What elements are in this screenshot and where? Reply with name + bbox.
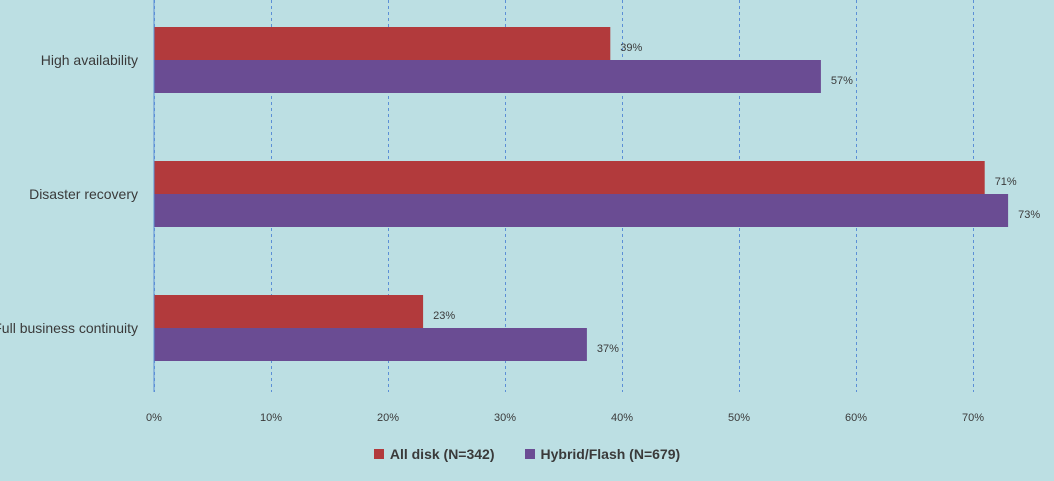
bar xyxy=(154,27,611,60)
legend: All disk (N=342) Hybrid/Flash (N=679) xyxy=(0,446,1054,462)
data-label: 37% xyxy=(597,343,619,355)
x-tick-label: 60% xyxy=(845,412,867,424)
x-tick-label: 30% xyxy=(494,412,516,424)
x-tick-label: 10% xyxy=(260,412,282,424)
legend-label-all-disk: All disk (N=342) xyxy=(389,446,495,462)
x-tick-label: 0% xyxy=(146,412,162,424)
data-label: 39% xyxy=(620,42,642,54)
category-label: Disaster recovery xyxy=(29,186,138,202)
category-label: Full business continuity xyxy=(0,320,138,336)
x-tick-label: 50% xyxy=(728,412,750,424)
x-tick-label: 20% xyxy=(377,412,399,424)
bar xyxy=(154,161,985,194)
data-label: 23% xyxy=(433,310,455,322)
legend-swatch-all-disk xyxy=(373,449,384,459)
bar xyxy=(154,295,424,328)
legend-item-all-disk: All disk (N=342) xyxy=(373,446,495,462)
data-label: 73% xyxy=(1018,209,1040,221)
legend-item-hybrid-flash: Hybrid/Flash (N=679) xyxy=(524,446,681,462)
legend-swatch-hybrid-flash xyxy=(524,449,535,459)
bar xyxy=(154,194,1009,227)
x-tick-label: 40% xyxy=(611,412,633,424)
data-label: 57% xyxy=(831,75,853,87)
x-tick-label: 70% xyxy=(962,412,984,424)
category-label: High availability xyxy=(41,52,138,68)
legend-label-hybrid-flash: Hybrid/Flash (N=679) xyxy=(540,446,681,462)
data-label: 71% xyxy=(995,176,1017,188)
bar xyxy=(154,328,587,361)
bar xyxy=(154,60,821,93)
